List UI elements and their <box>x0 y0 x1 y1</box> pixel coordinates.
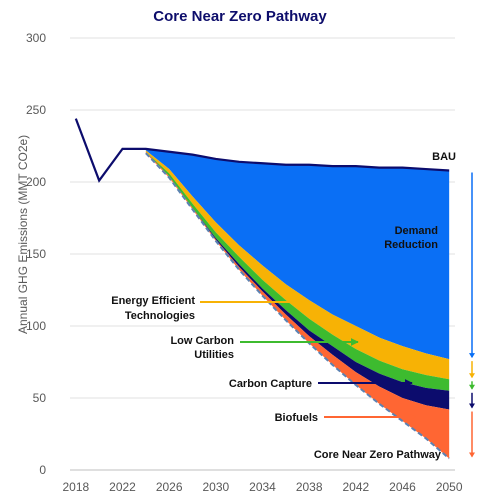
label-demand-2: Reduction <box>384 239 438 251</box>
pathway-line <box>145 152 450 460</box>
label-carbon-capture: Carbon Capture <box>229 378 312 390</box>
x-tick-2022: 2022 <box>109 480 136 494</box>
y-tick-100: 100 <box>26 319 46 333</box>
area-energy-efficient <box>145 150 450 380</box>
bracket-carbon-capture-tip <box>469 403 475 409</box>
line-layer <box>74 118 450 460</box>
label-pathway: Core Near Zero Pathway <box>314 449 442 461</box>
y-tick-300: 300 <box>26 31 46 45</box>
label-low-carbon-2: Utilities <box>194 349 234 361</box>
label-energy-2: Technologies <box>125 310 195 322</box>
label-biofuels: Biofuels <box>275 412 318 424</box>
x-tick-2034: 2034 <box>249 480 276 494</box>
y-tick-50: 50 <box>33 391 47 405</box>
bracket-low-carbon-tip <box>469 384 475 390</box>
x-tick-2042: 2042 <box>342 480 369 494</box>
area-layer <box>145 148 450 459</box>
y-tick-250: 250 <box>26 103 46 117</box>
chart-title: Core Near Zero Pathway <box>153 8 327 25</box>
x-tick-2038: 2038 <box>296 480 323 494</box>
bau-line <box>74 118 450 183</box>
x-tick-2018: 2018 <box>62 480 89 494</box>
area-demand-reduction <box>145 148 450 360</box>
bracket-energy-tip <box>469 373 475 379</box>
area-biofuels <box>145 151 450 459</box>
annotation-layer: BAU Demand Reduction Energy Efficient Techno… <box>111 151 475 461</box>
y-tick-0: 0 <box>39 463 46 477</box>
x-tick-2050: 2050 <box>436 480 463 494</box>
bracket-biofuels-tip <box>469 452 475 458</box>
label-energy-1: Energy Efficient <box>111 295 195 307</box>
label-bau: BAU <box>432 151 456 163</box>
label-demand-1: Demand <box>395 225 438 237</box>
label-low-carbon-1: Low Carbon <box>170 335 234 347</box>
y-tick-150: 150 <box>26 247 46 261</box>
y-tick-200: 200 <box>26 175 46 189</box>
tick-layer: 0 50 100 150 200 250 300 2018 2022 2026 2030 2034 20… <box>26 31 463 494</box>
bracket-demand-tip <box>469 353 475 359</box>
x-tick-2026: 2026 <box>156 480 183 494</box>
x-tick-2046: 2046 <box>389 480 416 494</box>
x-tick-2030: 2030 <box>202 480 229 494</box>
